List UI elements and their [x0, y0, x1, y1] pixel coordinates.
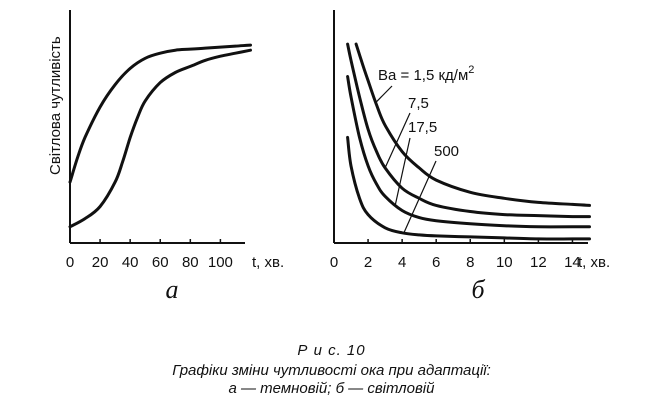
- panel-b-letter: б: [471, 275, 485, 304]
- panel-a-series-line-1: [68, 43, 252, 184]
- series-leader-line-3: [394, 137, 411, 205]
- panel-b-series-line-2: [346, 42, 591, 219]
- panel-a-chart: 0 20 40 60 80 100 Світлова чутливість t, хв. …: [47, 10, 284, 304]
- panel-b-x-tick-label: 14: [564, 254, 581, 271]
- panel-b-series-line-3: [346, 75, 591, 229]
- panel-a-x-tick-label: 0: [66, 254, 74, 271]
- series-label-500: 500: [434, 143, 459, 160]
- figure-title: Графіки зміни чутливості ока при адаптац…: [172, 362, 491, 379]
- panel-a-y-axis-title: Світлова чутливість: [47, 36, 64, 175]
- series-label-1-5-superscript: 2: [468, 64, 474, 76]
- panel-b-x-tick-label: 4: [398, 254, 406, 271]
- panel-b-x-tick-label: 2: [364, 254, 372, 271]
- panel-b-series-line-4: [346, 135, 591, 241]
- panel-b-x-tick-label: 6: [432, 254, 440, 271]
- panel-a-x-tick-label: 60: [152, 254, 169, 271]
- panel-b-series-line-1: [354, 42, 591, 207]
- series-leader-line-4: [403, 160, 437, 234]
- figure-number: Р и с. 10: [297, 342, 366, 359]
- panel-a-x-tick-label: 80: [182, 254, 199, 271]
- figure-description: а — темновій; б — світловій: [228, 380, 435, 397]
- series-leader-line-2: [384, 112, 411, 169]
- panel-b-chart: 0 2 4 6 8 10 12 14 t, хв. б Ва = 1,5 кд/м2 7,5 …: [330, 10, 610, 304]
- panel-a-series-line-2: [68, 48, 252, 229]
- panel-a-x-tick-label: 40: [122, 254, 139, 271]
- series-label-1-5: Ва = 1,5 кд/м2: [378, 64, 474, 84]
- series-label-7-5: 7,5: [408, 95, 429, 112]
- panel-a-x-tick-label: 20: [92, 254, 109, 271]
- panel-b-x-axis-title: t, хв.: [578, 254, 610, 271]
- panel-a-x-tick-label: 100: [208, 254, 233, 271]
- panel-b-x-tick-label: 8: [466, 254, 474, 271]
- panel-b-x-tick-label: 10: [496, 254, 513, 271]
- figure: 0 20 40 60 80 100 Світлова чутливість t, хв. …: [47, 10, 610, 304]
- panel-a-letter: а: [166, 275, 179, 304]
- panel-b-x-tick-label: 12: [530, 254, 547, 271]
- panel-a-x-axis-title: t, хв.: [252, 254, 284, 271]
- series-label-17-5: 17,5: [408, 119, 437, 136]
- series-leader-line-1: [375, 85, 393, 103]
- panel-b-x-tick-label: 0: [330, 254, 338, 271]
- series-label-1-5-text: Ва = 1,5 кд/м: [378, 67, 468, 84]
